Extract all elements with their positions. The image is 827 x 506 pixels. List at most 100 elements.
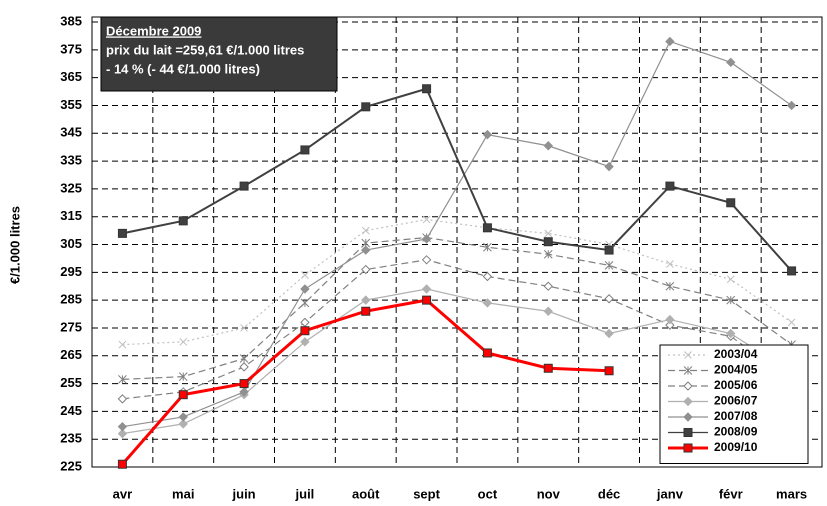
marker xyxy=(482,298,493,308)
marker xyxy=(117,428,128,439)
y-tick-label: 325 xyxy=(60,180,82,195)
y-tick-label: 355 xyxy=(60,97,82,112)
x-tick-label: sept xyxy=(413,486,440,501)
legend-marker xyxy=(683,428,693,437)
marker xyxy=(118,340,127,349)
legend-marker xyxy=(683,366,693,375)
series-line xyxy=(122,288,792,435)
y-tick-label: 365 xyxy=(60,69,82,84)
marker xyxy=(422,84,432,94)
plot-border xyxy=(91,16,823,468)
marker xyxy=(361,264,371,275)
marker xyxy=(239,387,249,397)
y-tick-label: 265 xyxy=(60,347,82,362)
marker xyxy=(483,242,492,252)
marker xyxy=(178,419,188,429)
marker xyxy=(787,266,797,276)
y-axis-label: €/1.000 litres xyxy=(7,206,22,284)
marker xyxy=(543,141,553,151)
marker xyxy=(179,337,188,346)
legend-marker xyxy=(683,396,693,407)
series-line xyxy=(122,259,792,400)
marker xyxy=(665,36,675,47)
marker xyxy=(482,223,492,233)
marker xyxy=(604,328,614,339)
marker xyxy=(361,226,370,235)
marker xyxy=(361,306,371,316)
series-line xyxy=(122,218,792,346)
legend-label: 2007/08 xyxy=(714,409,758,423)
x-tick-label: févr xyxy=(719,486,743,501)
marker xyxy=(117,459,127,469)
legend-label: 2005/06 xyxy=(714,378,758,392)
marker xyxy=(361,102,371,112)
x-tick-label: déc xyxy=(598,486,620,501)
marker xyxy=(421,284,432,294)
marker xyxy=(604,294,614,304)
y-tick-label: 305 xyxy=(60,236,82,251)
legend-label: 2009/10 xyxy=(714,440,758,454)
marker xyxy=(665,181,675,191)
annotation: Décembre 2009 prix du lait =259,61 €/1.00… xyxy=(100,16,338,92)
series-line xyxy=(122,40,792,428)
y-tick-label: 335 xyxy=(60,153,82,168)
marker xyxy=(361,245,371,255)
marker xyxy=(787,318,796,327)
marker xyxy=(178,390,188,400)
marker xyxy=(422,215,431,224)
marker xyxy=(543,363,553,373)
annotation-text: prix du lait =259,61 €/1.000 litres xyxy=(106,42,304,57)
marker xyxy=(543,249,553,259)
legend-label: 2004/05 xyxy=(714,363,758,377)
annotation-box xyxy=(100,16,338,92)
marker xyxy=(301,271,309,279)
marker xyxy=(422,295,432,305)
legend-marker xyxy=(683,381,693,391)
x-tick-label: juin xyxy=(232,486,256,501)
y-tick-label: 255 xyxy=(60,375,82,390)
legend-marker xyxy=(683,443,693,453)
y-tick-label: 225 xyxy=(60,458,82,473)
y-tick-label: 275 xyxy=(60,319,82,334)
marker xyxy=(300,326,310,336)
marker xyxy=(726,295,736,305)
legend-marker xyxy=(684,351,692,359)
marker xyxy=(726,275,735,284)
legend-label: 2003/04 xyxy=(714,347,758,361)
y-tick-label: 235 xyxy=(60,431,82,446)
legend-marker xyxy=(683,412,693,422)
x-tick-label: avr xyxy=(113,486,133,501)
y-tick-label: 345 xyxy=(60,125,82,140)
marker xyxy=(239,181,249,191)
marker xyxy=(604,261,614,270)
marker xyxy=(604,245,614,255)
series-line xyxy=(122,87,793,272)
series-line xyxy=(122,236,792,380)
marker xyxy=(239,379,249,389)
x-tick-label: août xyxy=(352,486,380,501)
marker xyxy=(786,100,797,111)
legend-label: 2006/07 xyxy=(714,394,758,408)
marker xyxy=(482,348,492,358)
y-tick-label: 285 xyxy=(60,292,82,307)
marker xyxy=(543,306,553,316)
marker xyxy=(665,320,675,330)
marker xyxy=(300,298,310,308)
marker xyxy=(117,228,127,238)
marker xyxy=(482,271,493,282)
x-tick-label: janv xyxy=(656,486,684,501)
marker xyxy=(117,421,128,432)
marker xyxy=(726,328,736,339)
legend-label: 2008/09 xyxy=(714,425,758,439)
x-tick-label: juil xyxy=(295,486,315,501)
marker xyxy=(665,281,675,291)
y-tick-label: 375 xyxy=(60,41,82,56)
x-tick-label: mai xyxy=(172,486,194,501)
marker xyxy=(118,375,127,384)
marker xyxy=(604,366,614,376)
marker xyxy=(604,161,614,172)
marker xyxy=(482,129,493,140)
marker xyxy=(178,372,188,381)
marker xyxy=(726,198,736,208)
